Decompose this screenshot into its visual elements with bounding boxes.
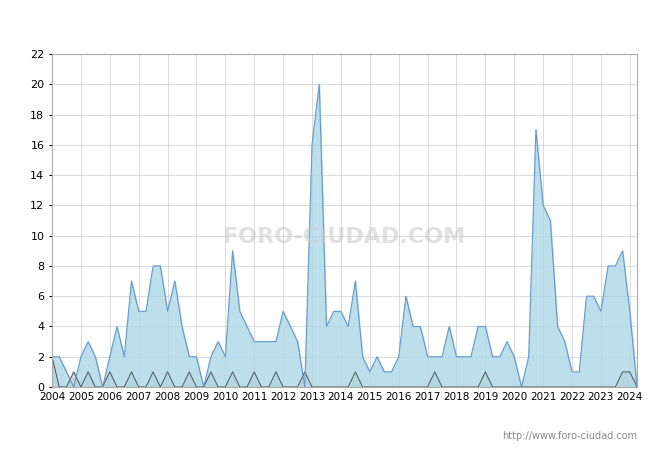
Text: http://www.foro-ciudad.com: http://www.foro-ciudad.com xyxy=(502,431,637,441)
Text: Sabero - Evolucion del Nº de Transacciones Inmobiliarias: Sabero - Evolucion del Nº de Transaccion… xyxy=(82,17,568,32)
Text: FORO-CIUDAD.COM: FORO-CIUDAD.COM xyxy=(224,227,465,247)
